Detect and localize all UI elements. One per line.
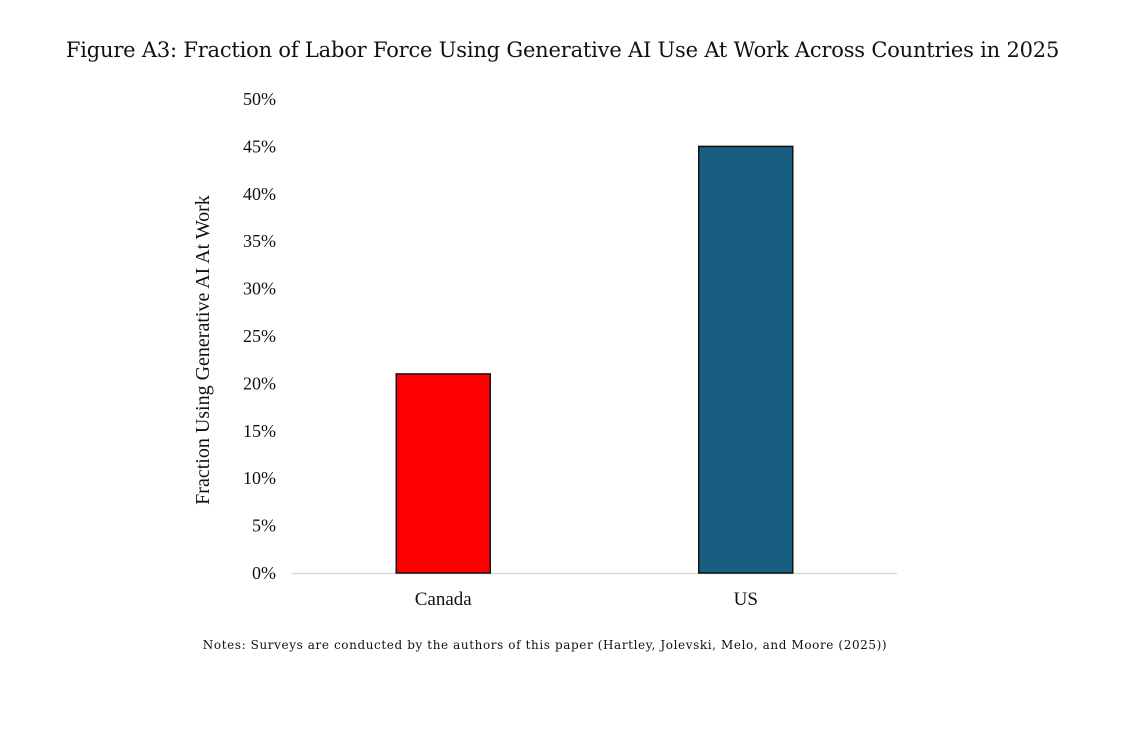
figure-caption: Figure A3: Fraction of Labor Force Using…	[65, 38, 1060, 62]
y-tick-label: 30%	[243, 279, 276, 299]
bar-canada	[395, 373, 491, 574]
bar-us	[698, 145, 794, 574]
figure-notes: Notes: Surveys are conducted by the auth…	[202, 638, 888, 652]
y-tick-label: 25%	[243, 326, 276, 346]
x-tick-label-us: US	[734, 589, 758, 610]
y-tick-label: 10%	[243, 468, 276, 488]
y-tick-label: 35%	[243, 231, 276, 251]
y-tick-label: 20%	[243, 373, 276, 393]
y-tick-label: 40%	[243, 184, 276, 204]
x-tick-label-canada: Canada	[415, 589, 473, 610]
y-tick-label: 50%	[243, 89, 276, 109]
bars	[395, 145, 794, 574]
x-axis-categories: Canada US	[415, 589, 758, 610]
y-tick-label: 45%	[243, 136, 276, 156]
y-tick-label: 0%	[252, 563, 276, 583]
y-axis-ticks: 0% 5% 10% 15% 20% 25% 30% 35% 40% 45% 50%	[243, 89, 276, 583]
y-tick-label: 15%	[243, 421, 276, 441]
y-axis-title: Fraction Using Generative AI At Work	[192, 195, 214, 505]
y-tick-label: 5%	[252, 516, 276, 536]
